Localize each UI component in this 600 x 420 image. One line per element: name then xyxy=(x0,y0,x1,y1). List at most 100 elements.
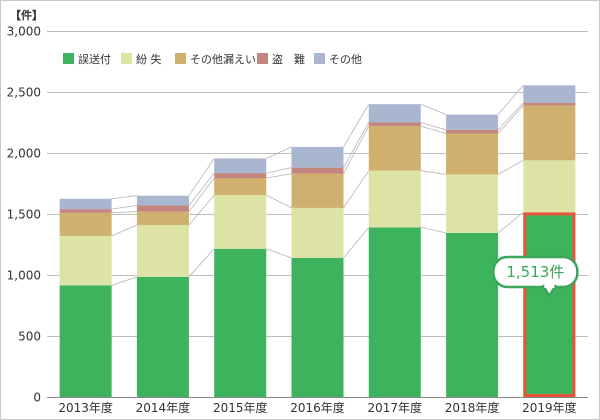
bar-segment xyxy=(136,205,189,212)
connector-line xyxy=(188,158,215,196)
bar-segment xyxy=(214,173,267,179)
bar-segment xyxy=(136,211,189,225)
bar-segment xyxy=(523,85,576,103)
bar-segment xyxy=(291,173,344,208)
bar-segment xyxy=(214,248,267,397)
x-axis: 2013年度 2014年度 2015年度 2016年度 2017年度 2018年度 2019… xyxy=(58,400,576,415)
connector-line xyxy=(343,170,370,209)
y-tick-label: 0 xyxy=(33,391,41,405)
connector-line xyxy=(497,105,524,134)
connector-line xyxy=(420,122,447,131)
bar-segment xyxy=(59,209,112,213)
connector-line xyxy=(111,195,137,200)
bar-segment xyxy=(136,276,189,397)
y-tick-label: 2,500 xyxy=(7,86,41,100)
legend-swatch xyxy=(175,53,186,64)
connector-line xyxy=(266,173,292,179)
legend-swatch xyxy=(63,53,74,64)
connector-line xyxy=(420,103,447,115)
y-tick-label: 3,000 xyxy=(7,25,41,39)
bar-segment xyxy=(291,257,344,397)
legend-label: 誤送付 xyxy=(78,52,111,66)
x-tick-label: 2017年度 xyxy=(368,400,423,415)
legend-label: 紛 失 xyxy=(136,52,162,66)
bars-layer xyxy=(59,85,576,397)
bar-segment xyxy=(136,195,189,206)
bar-segment xyxy=(523,105,576,161)
x-tick-label: 2014年度 xyxy=(136,400,191,415)
y-tick-label: 500 xyxy=(18,330,41,344)
bar-segment xyxy=(368,104,421,123)
bar-segment xyxy=(446,174,499,233)
bar-segment xyxy=(523,212,576,397)
connector-line xyxy=(266,167,292,174)
connector-line xyxy=(497,102,524,131)
annotation-layer: 1,513件 xyxy=(492,212,579,397)
x-tick-label: 2015年度 xyxy=(213,400,268,415)
connector-line xyxy=(111,205,137,210)
connector-line xyxy=(343,227,370,259)
connector-line xyxy=(420,170,447,175)
bar-segment xyxy=(291,146,344,168)
bar-segment xyxy=(291,207,344,258)
x-tick-label: 2019年度 xyxy=(522,400,577,415)
connector-line xyxy=(497,85,524,115)
bar-segment xyxy=(446,129,499,134)
connector-line xyxy=(343,122,370,168)
highlight-box xyxy=(523,212,576,397)
callout-label: 1,513件 xyxy=(506,263,564,281)
y-tick-label: 1,000 xyxy=(7,269,41,283)
bar-segment xyxy=(59,198,112,210)
connector-line xyxy=(343,125,370,174)
connector-line xyxy=(111,211,137,214)
x-tick-label: 2013年度 xyxy=(58,400,113,415)
legend-label: その他漏えい xyxy=(190,53,256,66)
legend-label: その他 xyxy=(329,53,362,66)
bar-segment xyxy=(59,212,112,236)
bar-segment xyxy=(523,160,576,213)
connector-line xyxy=(420,227,447,234)
bar-segment xyxy=(446,133,499,175)
connector-line xyxy=(343,103,370,148)
connector-line xyxy=(266,194,292,209)
bar-segment xyxy=(214,158,267,174)
connector-line xyxy=(497,212,524,234)
connector-line xyxy=(497,159,524,175)
bar-segment xyxy=(446,232,499,397)
connector-line xyxy=(188,172,215,206)
connector-line xyxy=(188,248,215,278)
y-tick-label: 1,500 xyxy=(7,208,41,222)
legend-swatch xyxy=(257,53,268,64)
legend-swatch xyxy=(314,53,325,64)
bar-segment xyxy=(368,126,421,171)
bar-segment xyxy=(136,224,189,277)
x-tick-label: 2016年度 xyxy=(290,400,345,415)
bar-segment xyxy=(368,122,421,127)
connector-line xyxy=(188,194,215,226)
x-tick-label: 2018年度 xyxy=(445,400,500,415)
callout-pointer-mask xyxy=(544,284,555,288)
callout-bubble xyxy=(492,255,579,289)
bar-segment xyxy=(291,167,344,174)
bar-segment xyxy=(59,285,112,397)
bar-segment xyxy=(523,102,576,106)
legend: 誤送付 紛 失 その他漏えい 盗 難 その他 xyxy=(63,52,362,66)
bar-segment xyxy=(214,195,267,249)
y-tick-label: 2,000 xyxy=(7,147,41,161)
bar-segment xyxy=(368,170,421,228)
y-axis-unit-label: 【件】 xyxy=(10,8,43,22)
connector-line xyxy=(266,248,292,259)
legend-label: 盗 難 xyxy=(272,53,305,66)
connector-line xyxy=(420,125,447,134)
bar-segment xyxy=(368,227,421,397)
connector-line xyxy=(266,146,292,159)
connector-line xyxy=(111,224,138,237)
legend-swatch xyxy=(121,53,132,64)
y-axis: 0 500 1,000 1,500 2,000 2,500 3,000 xyxy=(7,25,41,405)
connector-line xyxy=(111,276,138,286)
bar-segment xyxy=(59,235,112,286)
connector-lines xyxy=(111,85,524,286)
bar-segment xyxy=(214,178,267,196)
